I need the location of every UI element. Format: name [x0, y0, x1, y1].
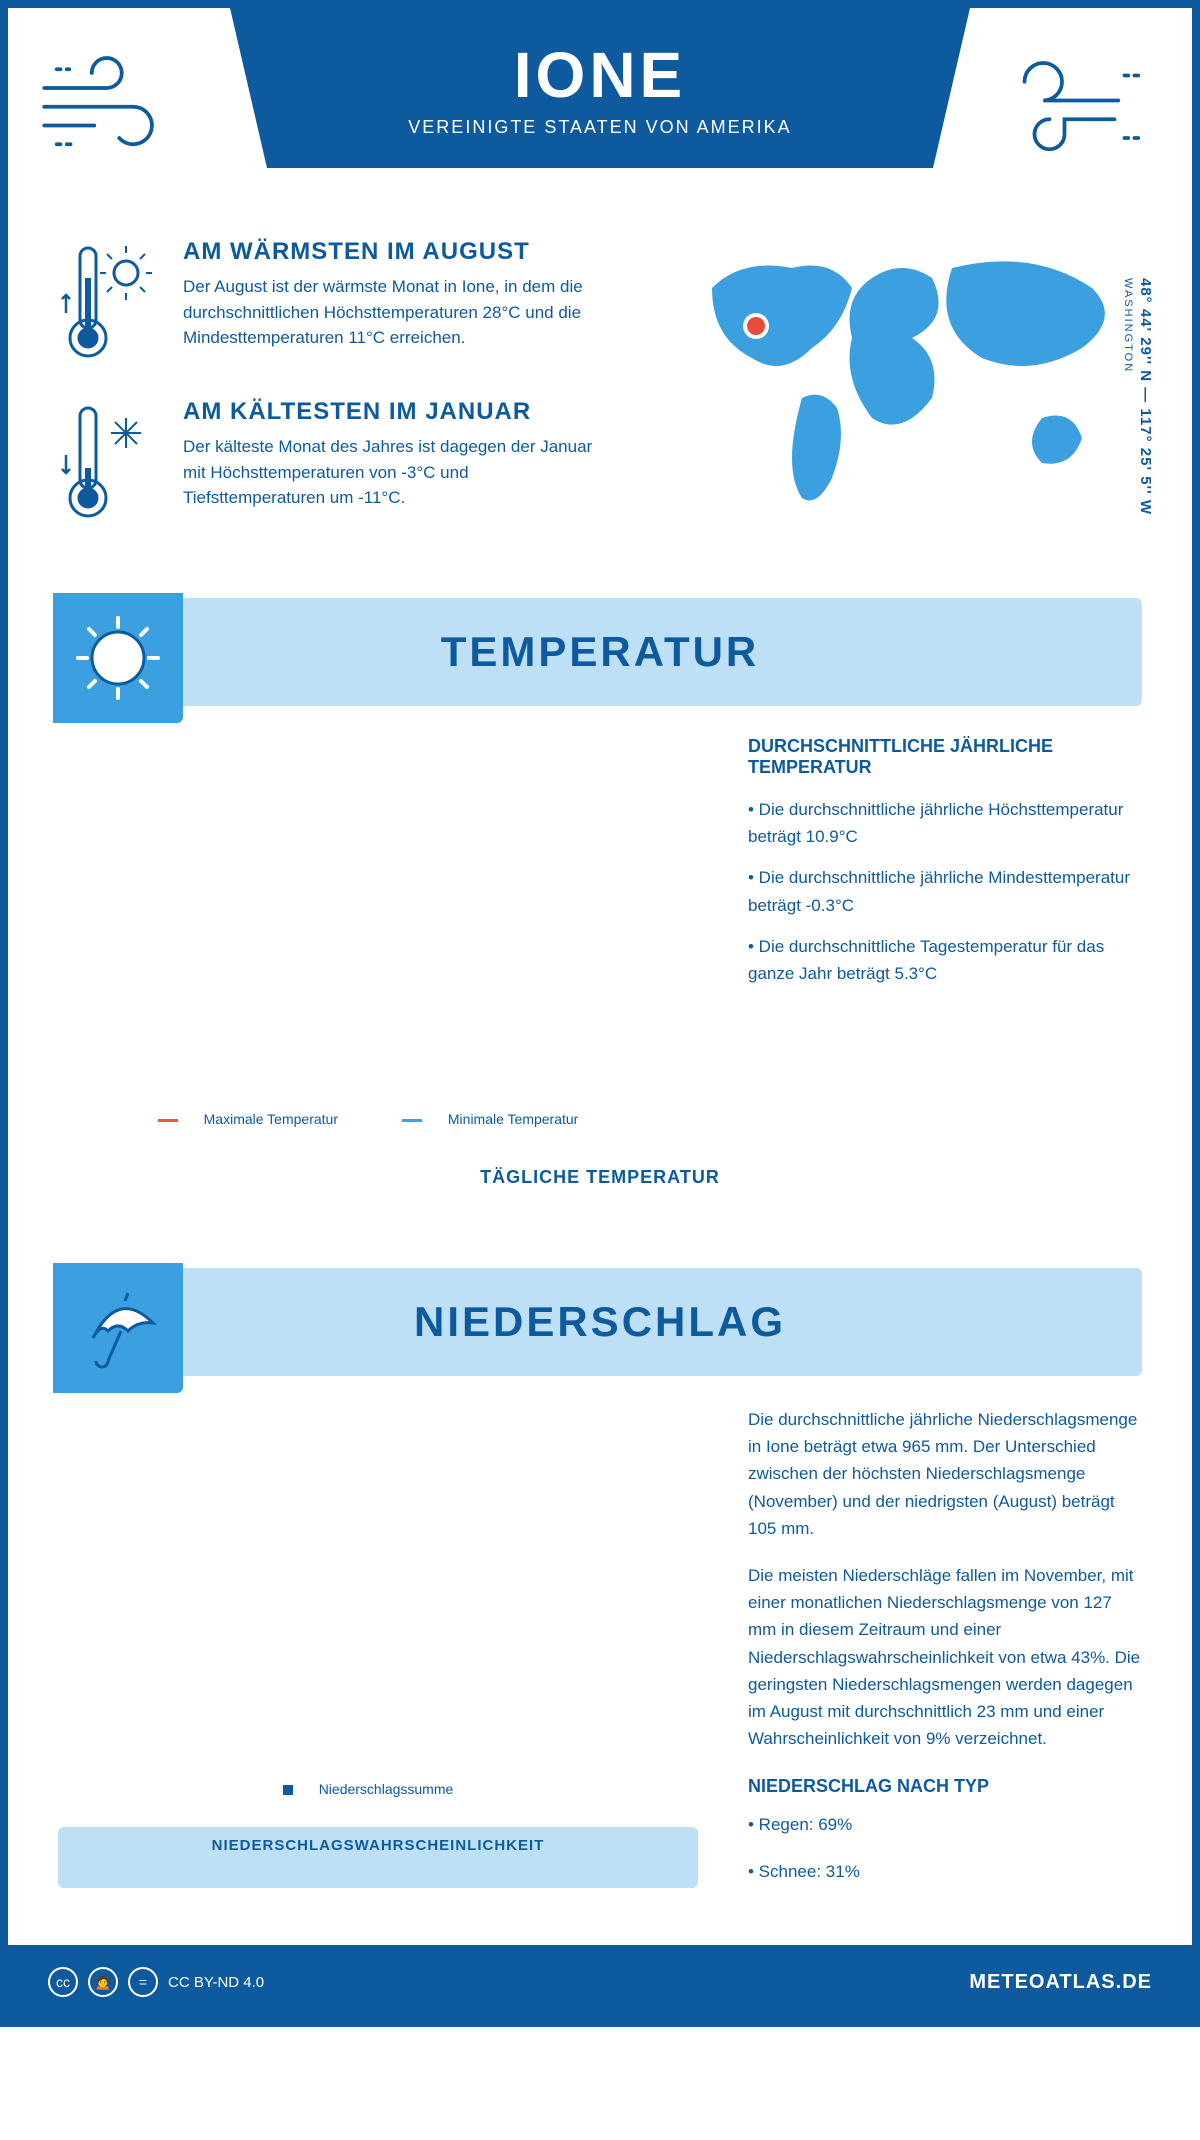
- nd-icon: =: [128, 1967, 158, 1997]
- section-title: TEMPERATUR: [58, 628, 1142, 676]
- precipitation-heading: NIEDERSCHLAG: [58, 1268, 1142, 1376]
- by-icon: 🙍: [88, 1967, 118, 1997]
- footer: cc 🙍 = CC BY-ND 4.0 METEOATLAS.DE: [8, 1945, 1192, 2019]
- license: cc 🙍 = CC BY-ND 4.0: [48, 1967, 264, 1997]
- coldest-text: Der kälteste Monat des Jahres ist dagege…: [183, 434, 602, 511]
- thermometer-hot-icon: [58, 238, 158, 368]
- warmest-block: AM WÄRMSTEN IM AUGUST Der August ist der…: [58, 238, 602, 368]
- temperature-line-chart: Maximale Temperatur Minimale Temperatur: [58, 736, 698, 1127]
- warmest-title: AM WÄRMSTEN IM AUGUST: [183, 238, 602, 266]
- wind-icon: [1012, 38, 1162, 158]
- precipitation-summary: Die durchschnittliche jährliche Niedersc…: [748, 1406, 1142, 1905]
- title-banner: IONE VEREINIGTE STAATEN VON AMERIKA: [230, 8, 970, 168]
- infographic-frame: IONE VEREINIGTE STAATEN VON AMERIKA AM W…: [0, 0, 1200, 2027]
- precipitation-probability: NIEDERSCHLAGSWAHRSCHEINLICHKEIT: [58, 1827, 698, 1888]
- intro-section: AM WÄRMSTEN IM AUGUST Der August ist der…: [8, 238, 1192, 598]
- region-label: WASHINGTON: [1122, 278, 1134, 373]
- wind-icon: [38, 38, 188, 158]
- world-map: 48° 44' 29'' N — 117° 25' 5'' W WASHINGT…: [662, 238, 1142, 558]
- header: IONE VEREINIGTE STAATEN VON AMERIKA: [8, 8, 1192, 238]
- coldest-title: AM KÄLTESTEN IM JANUAR: [183, 398, 602, 426]
- sun-icon: [53, 593, 183, 723]
- coldest-block: AM KÄLTESTEN IM JANUAR Der kälteste Mona…: [58, 398, 602, 528]
- daily-temp-title: TÄGLICHE TEMPERATUR: [58, 1167, 1142, 1188]
- country-subtitle: VEREINIGTE STAATEN VON AMERIKA: [310, 117, 890, 138]
- precipitation-bar-chart: Niederschlagssumme: [58, 1406, 698, 1797]
- thermometer-cold-icon: [58, 398, 158, 528]
- warmest-text: Der August ist der wärmste Monat in Ione…: [183, 274, 602, 351]
- site-name: METEOATLAS.DE: [969, 1971, 1152, 1994]
- umbrella-icon: [53, 1263, 183, 1393]
- coordinates-label: 48° 44' 29'' N — 117° 25' 5'' W: [1137, 278, 1154, 515]
- temperature-heading: TEMPERATUR: [58, 598, 1142, 706]
- city-title: IONE: [310, 38, 890, 112]
- chart-legend: Niederschlagssumme: [58, 1781, 698, 1797]
- chart-legend: Maximale Temperatur Minimale Temperatur: [58, 1111, 698, 1127]
- cc-icon: cc: [48, 1967, 78, 1997]
- temperature-summary: DURCHSCHNITTLICHE JÄHRLICHE TEMPERATUR •…: [748, 736, 1142, 1127]
- section-title: NIEDERSCHLAG: [58, 1298, 1142, 1346]
